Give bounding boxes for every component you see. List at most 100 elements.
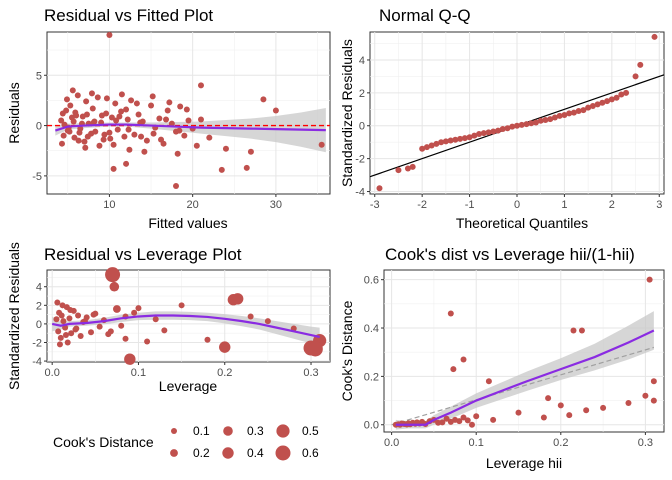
data-point [131,131,138,138]
y-tick-label: 0 [36,319,42,331]
data-point [105,267,121,283]
data-point [150,130,157,137]
data-point [485,129,492,136]
data-point [101,131,108,138]
data-point [164,107,171,114]
data-point [442,138,449,145]
data-point [193,142,200,149]
data-point [218,166,225,173]
panel-title: Residual vs Fitted Plot [44,6,213,25]
x-tick-label: 0.0 [45,367,60,379]
data-point [152,316,159,323]
data-point [490,128,497,135]
data-point [177,103,184,110]
data-point [113,117,120,124]
dashed-line [391,346,655,426]
x-tick-label: -1 [465,199,475,211]
panel-residual-vs-fitted: Residual vs Fitted Plot 10 20 30 -5 0 5 Fitte… [6,6,331,231]
data-point [485,378,492,385]
smooth-line [54,123,326,132]
data-point [556,112,563,119]
data-point [206,134,213,141]
data-point [518,121,525,128]
data-point [135,305,142,312]
data-point [126,146,133,153]
legend-label: 0.3 [247,424,264,438]
data-point [570,109,577,116]
data-point [570,327,577,334]
data-point [58,140,65,147]
data-point [428,142,435,149]
data-point [608,96,615,103]
data-point [447,137,454,144]
data-point [452,136,459,143]
data-point [92,128,99,135]
data-point [60,318,67,325]
data-point [94,94,101,101]
data-point [651,33,658,40]
axis-ticks: 10 20 30 -5 0 5 [32,70,282,211]
data-point [53,316,60,323]
data-point [419,145,426,152]
y-tick-label: -4 [355,187,365,199]
data-point [540,414,547,421]
data-point [109,281,120,292]
legend-label: 0.4 [247,446,264,460]
data-point [561,112,568,119]
panel-title: Cook's dist vs Leverage hii/(1-hii) [385,245,635,264]
data-point [219,341,231,353]
data-point [515,409,522,416]
y-axis-label: Standardized Residuals [6,242,22,390]
data-point [585,104,592,111]
legend-swatch [223,426,233,436]
legend-swatch [276,424,290,438]
legend-swatch [275,445,291,461]
data-point [523,121,530,128]
data-point [56,341,63,348]
x-tick-label: 0.2 [553,437,568,449]
data-point [90,311,97,318]
data-point [123,106,130,113]
data-point [72,109,79,116]
y-tick-label: 0.4 [364,323,379,335]
data-point [89,105,96,112]
data-point [318,141,325,148]
data-point [646,276,653,283]
legend-label: 0.1 [193,424,210,438]
data-point [54,299,61,306]
x-axis-label: Leverage hii [486,455,562,471]
x-tick-label: -2 [417,199,427,211]
data-point [96,323,103,330]
data-point [637,61,644,68]
x-axis-label: Fitted values [148,215,227,231]
data-point [76,129,83,136]
data-point [123,160,130,167]
y-tick-label: 0.6 [364,275,379,287]
data-point [514,122,520,129]
data-point [461,135,468,142]
data-point [73,325,80,332]
data-point [77,332,84,339]
data-point [98,112,105,119]
data-point [107,328,114,335]
data-point [174,150,181,157]
data-point [443,415,450,422]
data-point [163,116,170,123]
data-point [106,32,113,39]
data-point [272,107,279,114]
data-point [433,140,440,147]
x-tick-label: 0.3 [303,367,318,379]
y-tick-label: 4 [359,55,365,67]
legend-label: 0.6 [302,446,319,460]
data-point [557,402,564,409]
data-point [149,93,156,100]
data-point [68,330,75,337]
data-point [468,421,475,428]
data-point [509,123,516,130]
data-point [409,163,416,170]
data-point [83,111,90,118]
data-point [100,136,107,143]
data-point [650,378,657,385]
data-point [75,312,82,319]
